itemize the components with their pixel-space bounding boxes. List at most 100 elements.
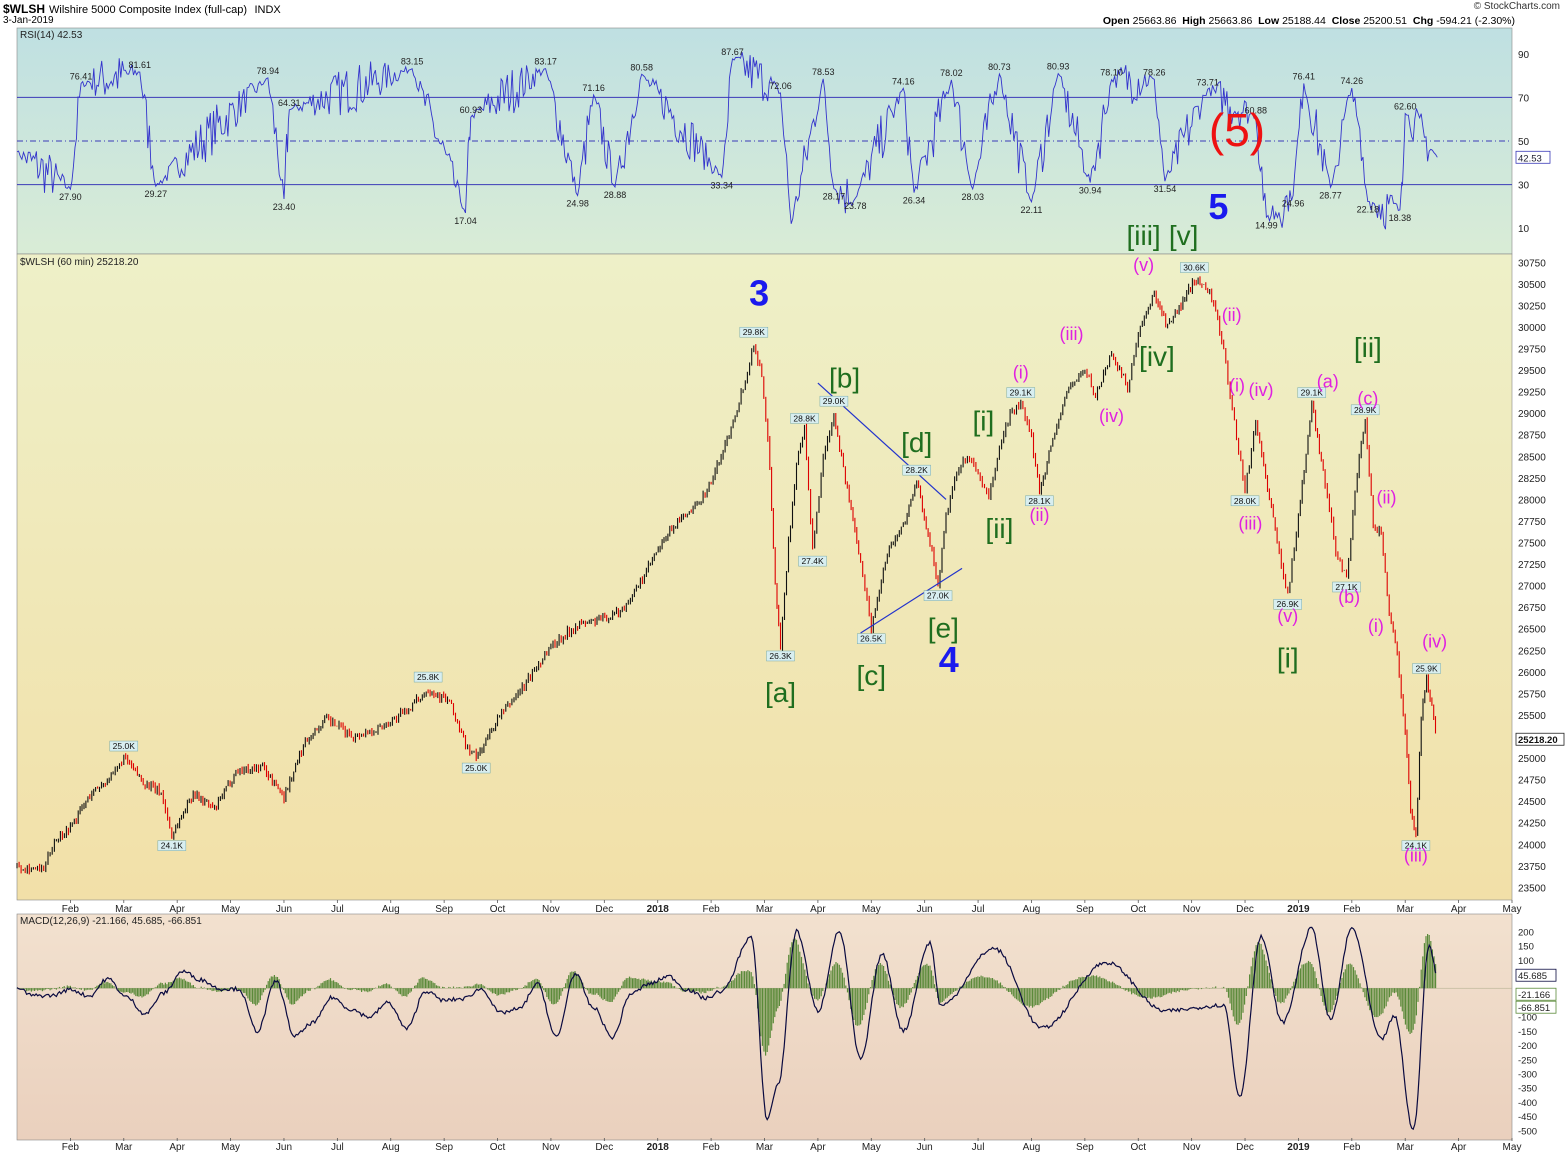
macd-value-tag bbox=[1515, 987, 1557, 1001]
rsi-title: RSI(14) 42.53 bbox=[20, 30, 83, 41]
price-x-axis-tick-label: Aug bbox=[1023, 904, 1041, 915]
rsi-peak-label: 64.31 bbox=[278, 98, 301, 108]
price-x-axis-tick-label: Mar bbox=[115, 904, 133, 915]
price-label-box bbox=[1273, 598, 1302, 610]
price-label: 28.9K bbox=[1354, 405, 1377, 415]
macd-x-axis-tick-label: 2018 bbox=[647, 1142, 670, 1153]
price-y-tick-label: 26000 bbox=[1518, 668, 1546, 679]
wave-label-green: [ii] bbox=[985, 513, 1013, 544]
price-y-tick-label: 30000 bbox=[1518, 323, 1546, 334]
rsi-peak-label: 78.53 bbox=[812, 67, 835, 77]
macd-x-axis-tick-label: Dec bbox=[1236, 1142, 1254, 1153]
rsi-peak-label: 62.60 bbox=[1394, 102, 1417, 112]
wave-label-green: [ii] bbox=[1354, 332, 1382, 363]
wave-label-magenta: (iii) bbox=[1060, 324, 1084, 344]
macd-y-tick-label: -300 bbox=[1518, 1069, 1537, 1080]
wave-label-green: [a] bbox=[765, 677, 796, 708]
macd-line bbox=[16, 926, 1437, 1131]
rsi-peak-label: 73.71 bbox=[1196, 77, 1219, 87]
price-label-box bbox=[1350, 404, 1380, 416]
macd-y-tick-label: -150 bbox=[1518, 1027, 1537, 1038]
macd-x-axis-tick-label: May bbox=[221, 1142, 240, 1153]
price-label: 26.9K bbox=[1277, 599, 1300, 609]
rsi-peak-label: 80.93 bbox=[1047, 62, 1070, 72]
price-label-box bbox=[1297, 387, 1327, 398]
price-label: 29.0K bbox=[823, 396, 846, 406]
price-label: 29.8K bbox=[743, 327, 766, 337]
macd-y-tick-label: -100 bbox=[1518, 1013, 1537, 1024]
wave-label-magenta: (v) bbox=[1133, 255, 1154, 275]
price-label-box bbox=[1230, 495, 1260, 507]
wave-label-green: [d] bbox=[901, 427, 932, 458]
rsi-trough-label: 28.77 bbox=[1319, 190, 1342, 200]
macd-x-axis-tick-label: Sep bbox=[1076, 1142, 1094, 1153]
price-y-tick-label: 28500 bbox=[1518, 452, 1546, 463]
price-x-axis-tick-label: 2019 bbox=[1287, 904, 1310, 915]
price-label: 25.0K bbox=[465, 763, 488, 773]
macd-y-tick-label: -200 bbox=[1518, 1041, 1537, 1052]
rsi-trough-label: 22.11 bbox=[1021, 205, 1043, 215]
rsi-trough-label: 30.94 bbox=[1079, 186, 1102, 196]
price-y-tick-label: 28000 bbox=[1518, 495, 1546, 506]
price-y-tick-label: 26750 bbox=[1518, 603, 1546, 614]
price-y-tick-label: 24750 bbox=[1518, 776, 1546, 787]
price-x-axis-tick-label: Feb bbox=[62, 904, 80, 915]
price-label: 30.6K bbox=[1183, 263, 1206, 273]
price-x-axis-tick-label: Jun bbox=[276, 904, 292, 915]
price-x-axis-tick-label: Jun bbox=[917, 904, 933, 915]
rsi-trough-label: 24.98 bbox=[566, 199, 589, 209]
rsi-trough-label: 31.54 bbox=[1154, 184, 1177, 194]
wave-label-green: [iii] bbox=[1126, 220, 1160, 251]
wave-label-magenta: (i) bbox=[1013, 363, 1029, 383]
price-y-tick-label: 27500 bbox=[1518, 539, 1546, 550]
wave-label-green: [i] bbox=[1277, 643, 1299, 674]
price-label: 28.2K bbox=[906, 465, 929, 475]
price-x-axis-tick-label: Sep bbox=[1076, 904, 1094, 915]
open-value: 25663.86 bbox=[1132, 15, 1177, 27]
open-label: Open bbox=[1102, 15, 1130, 27]
wave-label-magenta: (ii) bbox=[1029, 505, 1049, 525]
price-x-axis-tick-label: Nov bbox=[1183, 904, 1201, 915]
price-x-axis-tick-label: May bbox=[1503, 904, 1522, 915]
price-label-box bbox=[798, 555, 827, 567]
wave-label-red: (5) bbox=[1209, 104, 1265, 156]
close-label: Close bbox=[1331, 15, 1361, 27]
price-x-axis-tick-label: Feb bbox=[702, 904, 720, 915]
macd-y-tick-label: 100 bbox=[1518, 956, 1534, 967]
rsi-peak-label: 76.41 bbox=[70, 71, 93, 81]
macd-y-tick-label: 150 bbox=[1518, 942, 1534, 953]
wave-label-magenta: (iii) bbox=[1404, 846, 1428, 866]
rsi-peak-label: 83.15 bbox=[401, 57, 424, 67]
rsi-peak-label: 81.61 bbox=[129, 60, 152, 70]
wave-label-green: [e] bbox=[928, 612, 959, 643]
price-label: 29.1K bbox=[1010, 388, 1033, 398]
price-y-tick-label: 26500 bbox=[1518, 625, 1546, 636]
macd-x-axis-tick-label: Oct bbox=[1130, 1142, 1146, 1153]
macd-x-axis-tick-label: Feb bbox=[702, 1142, 720, 1153]
price-label: 26.3K bbox=[769, 651, 792, 661]
rsi-y-tick-label: 90 bbox=[1518, 50, 1530, 61]
price-label-box bbox=[923, 590, 953, 601]
price-y-tick-label: 24250 bbox=[1518, 819, 1546, 830]
wave-label-magenta: (c) bbox=[1357, 389, 1378, 409]
rsi-peak-label: 78.10 bbox=[1100, 68, 1123, 78]
wave-label-magenta: (ii) bbox=[1377, 488, 1397, 508]
price-label-box bbox=[1025, 495, 1054, 507]
price-x-axis-tick-label: Mar bbox=[756, 904, 774, 915]
wave-label-green: [b] bbox=[829, 362, 860, 393]
price-label: 25.9K bbox=[1415, 663, 1438, 673]
price-label-box bbox=[902, 464, 931, 476]
price-y-tick-label: 27250 bbox=[1518, 560, 1546, 571]
rsi-trough-label: 29.27 bbox=[145, 189, 168, 199]
macd-x-axis-tick-label: May bbox=[862, 1142, 881, 1153]
price-y-tick-label: 28250 bbox=[1518, 474, 1546, 485]
price-x-axis-tick-label: Nov bbox=[542, 904, 560, 915]
macd-x-axis-tick-label: Oct bbox=[490, 1142, 506, 1153]
high-label: High bbox=[1182, 15, 1206, 27]
wave-label-magenta: (a) bbox=[1317, 371, 1339, 391]
macd-value-label: 45.685 bbox=[1518, 971, 1547, 982]
macd-x-axis-tick-label: Jun bbox=[276, 1142, 292, 1153]
price-y-tick-label: 29500 bbox=[1518, 366, 1546, 377]
index-description: Wilshire 5000 Composite Index (full-cap) bbox=[49, 4, 248, 16]
